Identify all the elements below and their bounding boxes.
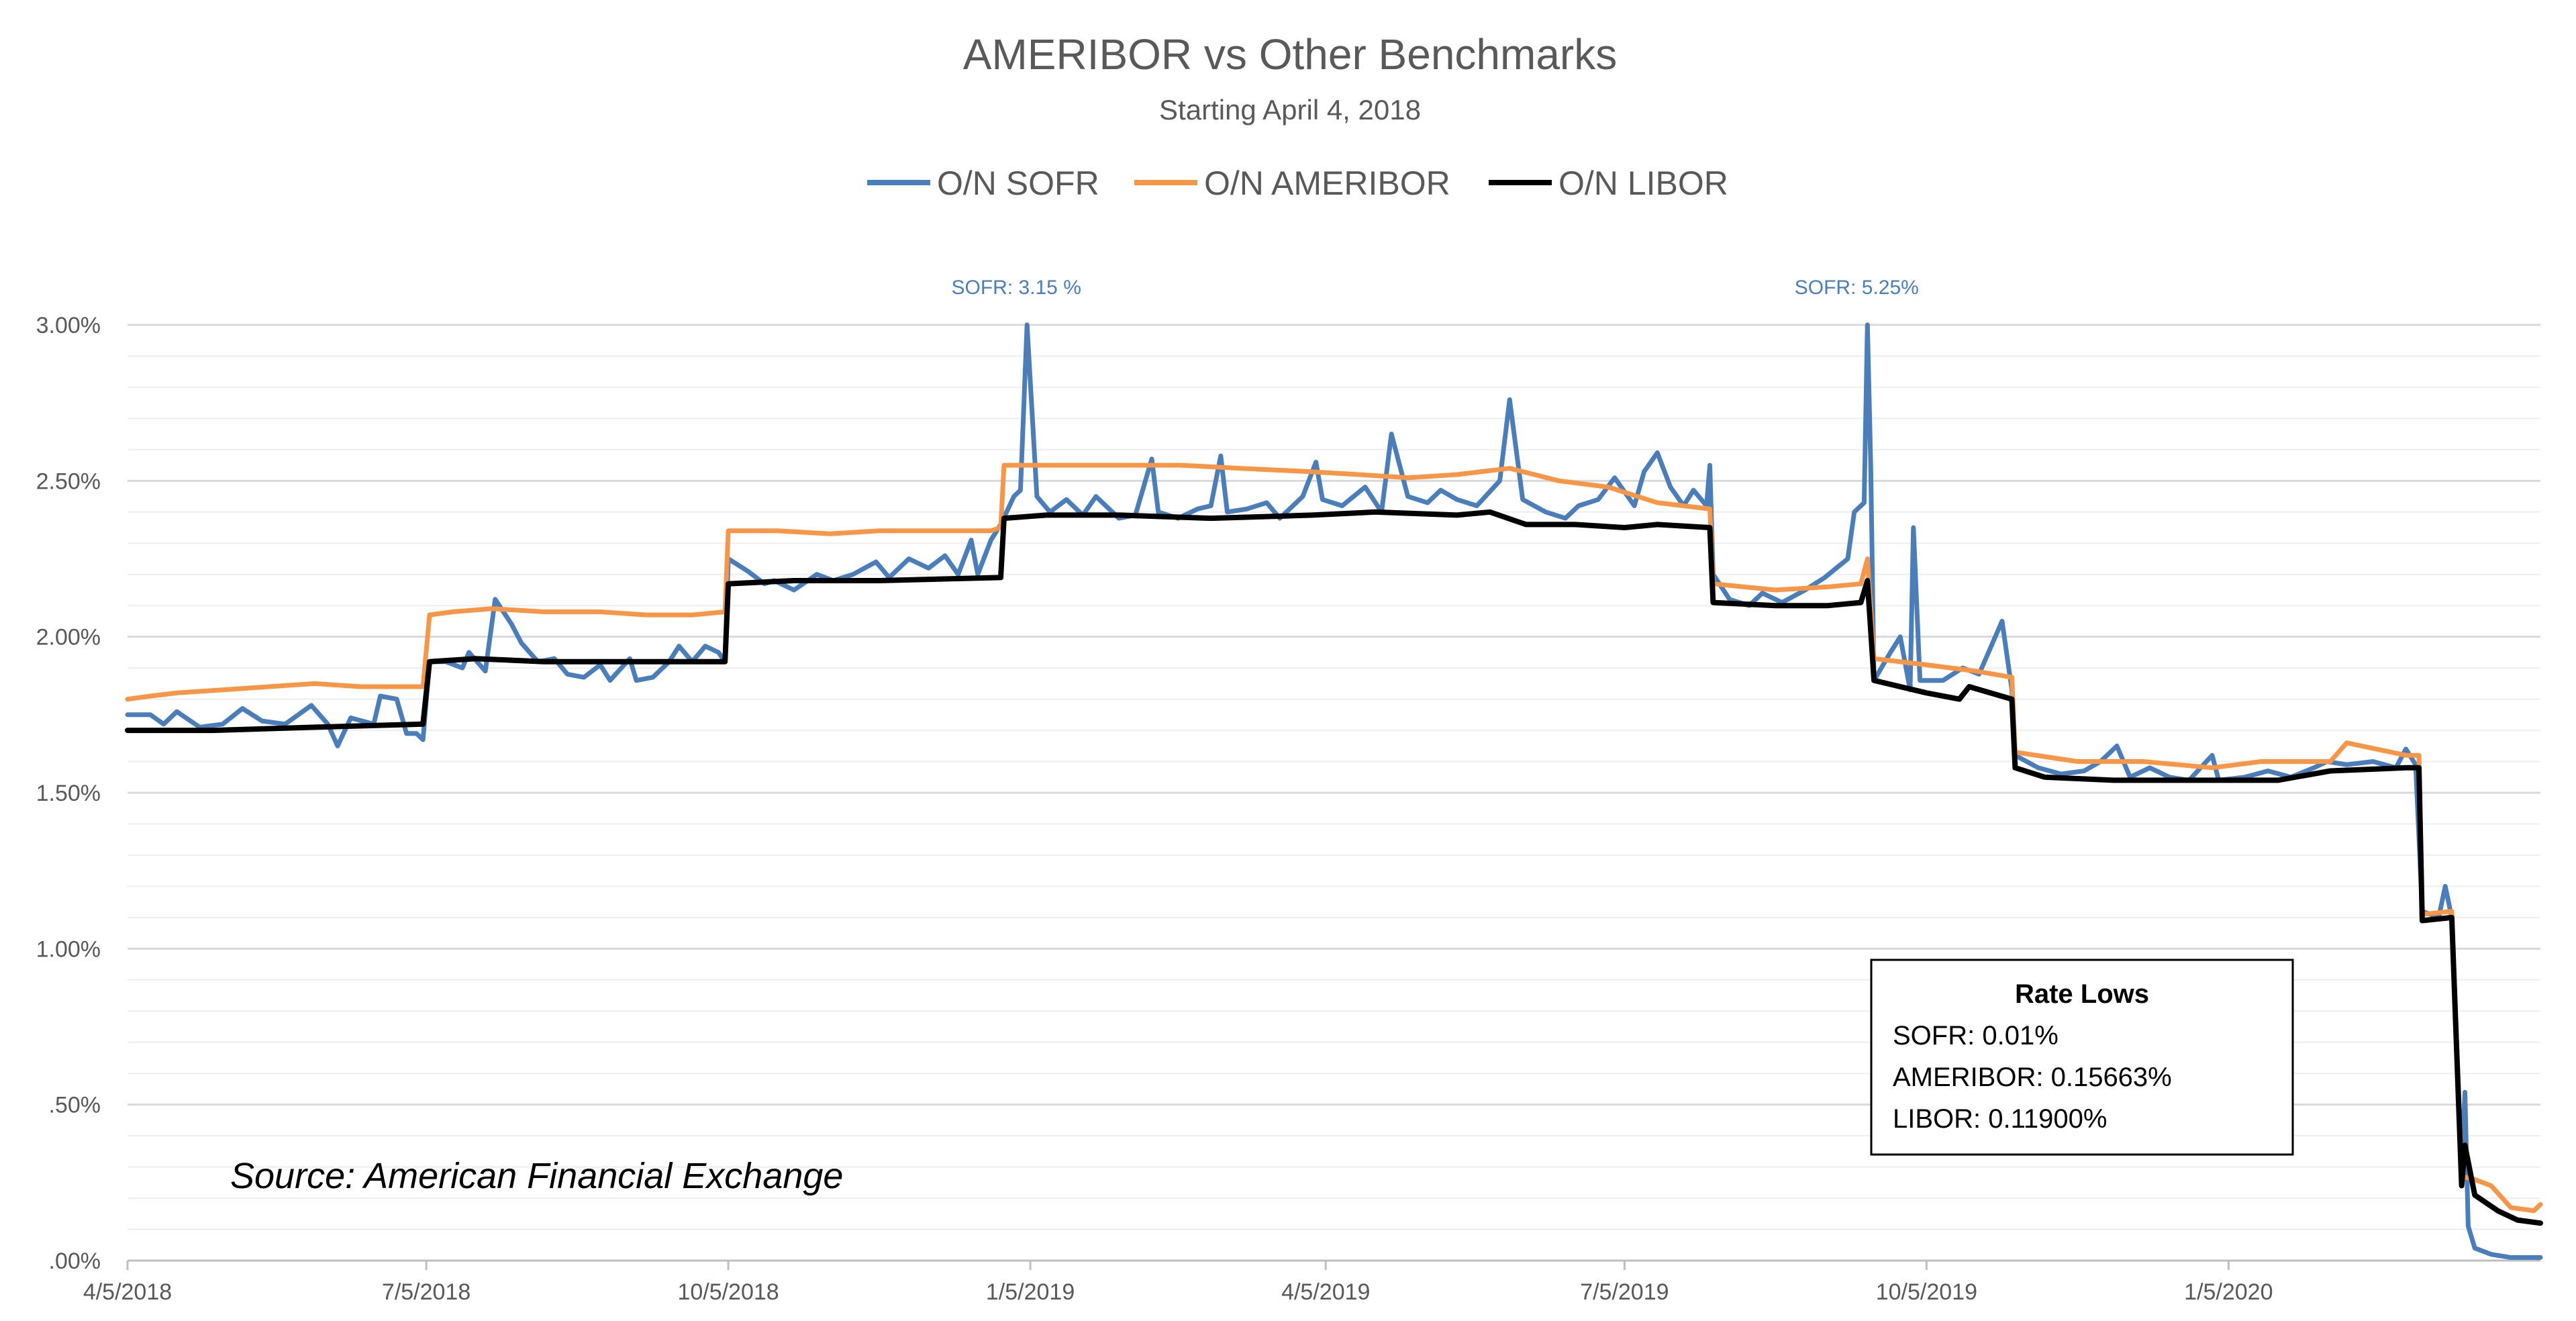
y-tick-label: .50%: [49, 1093, 101, 1118]
rate-lows-title: Rate Lows: [2015, 979, 2149, 1009]
x-tick-label: 7/5/2018: [382, 1279, 470, 1305]
rate-lows-libor: LIBOR: 0.11900%: [1893, 1104, 2107, 1134]
series-lines: [125, 322, 2543, 1260]
rate-lows-sofr: SOFR: 0.01%: [1893, 1021, 2059, 1050]
y-tick-label: 2.50%: [36, 469, 101, 494]
y-tick-label: 2.00%: [36, 625, 101, 650]
peak-annotation: SOFR: 5.25%: [1795, 277, 1919, 299]
y-axis: .00% .50% 1.00% 1.50% 2.00% 2.50% 3.00%: [36, 313, 101, 1274]
annotations: SOFR: 3.15 % SOFR: 5.25%: [951, 277, 1918, 299]
legend: O/N SOFR O/N AMERIBOR O/N LIBOR: [867, 164, 1728, 202]
rate-lows-ameribor: AMERIBOR: 0.15663%: [1893, 1063, 2172, 1092]
peak-annotation: SOFR: 3.15 %: [951, 277, 1081, 299]
y-tick-label: 1.50%: [36, 781, 101, 806]
chart-subtitle: Starting April 4, 2018: [1159, 94, 1421, 126]
x-tick-label: 10/5/2018: [677, 1279, 779, 1305]
y-tick-label: .00%: [49, 1249, 101, 1274]
chart-title: AMERIBOR vs Other Benchmarks: [963, 30, 1617, 79]
x-tick-label: 1/5/2020: [2184, 1279, 2273, 1305]
series-line-o-n-ameribor: [125, 462, 2543, 1214]
rate-lows-box-border: [1870, 959, 2294, 1156]
legend-label: O/N AMERIBOR: [1204, 164, 1450, 202]
legend-label: O/N SOFR: [937, 164, 1099, 202]
source-note: Source: American Financial Exchange: [230, 1156, 843, 1196]
x-tick-label: 4/5/2019: [1281, 1279, 1370, 1305]
x-tick-label: 4/5/2018: [83, 1279, 172, 1305]
x-tick-label: 10/5/2019: [1876, 1279, 1977, 1305]
x-tick-label: 1/5/2019: [986, 1279, 1075, 1305]
x-axis: 4/5/2018 7/5/2018 10/5/2018 1/5/2019 4/5/201…: [83, 1259, 2540, 1305]
y-tick-label: 1.00%: [36, 936, 101, 962]
rate-lows-box: Rate Lows SOFR: 0.01% AMERIBOR: 0.15663%…: [1870, 959, 2294, 1156]
y-tick-label: 3.00%: [36, 313, 101, 338]
x-tick-label: 7/5/2019: [1580, 1279, 1669, 1305]
legend-label: O/N LIBOR: [1558, 164, 1728, 202]
series-line-o-n-libor: [125, 509, 2543, 1226]
